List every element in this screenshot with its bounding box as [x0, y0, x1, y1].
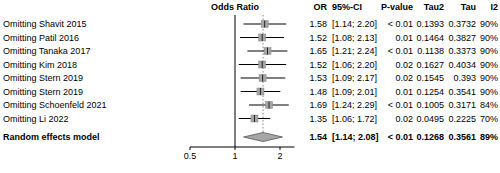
x-axis [190, 147, 294, 148]
tau2-value: 0.0495 [416, 114, 444, 124]
study-label: Omitting Stern 2019 [3, 87, 83, 97]
x-tick [280, 147, 281, 150]
column-header: Tau2 [424, 2, 444, 12]
p-value: < 0.01 [388, 132, 413, 142]
ci-value: [1.08; 2.13] [332, 33, 377, 43]
or-value: 1.58 [309, 19, 327, 29]
effect-tick [262, 61, 263, 68]
x-tick-label: 1 [232, 151, 237, 161]
effect-tick [262, 75, 263, 82]
column-header: OR [314, 2, 328, 12]
tau2-value: 0.1464 [416, 33, 444, 43]
effect-box [259, 34, 266, 41]
column-header: P-value [381, 2, 413, 12]
p-value: < 0.01 [388, 100, 413, 110]
study-label: Omitting Shavit 2015 [3, 19, 87, 29]
tau2-value: 0.1138 [417, 46, 444, 56]
or-value: 1.52 [309, 33, 327, 43]
tau-value: 0.4034 [448, 60, 476, 70]
summary-label: Random effects model [3, 132, 100, 142]
i2-value: 90% [480, 60, 498, 70]
p-value: 0.01 [395, 33, 413, 43]
ci-value: [1.14; 2.20] [332, 19, 377, 29]
ci-value: [1.06; 2.20] [332, 60, 377, 70]
x-tick-label: 0.5 [184, 151, 197, 161]
or-value: 1.35 [309, 114, 327, 124]
i2-value: 89% [480, 132, 498, 142]
tau-value: 0.3373 [448, 46, 476, 56]
effect-tick [254, 115, 255, 122]
column-header: I2 [490, 2, 498, 12]
column-header: 95%-CI [332, 2, 362, 12]
effect-tick [269, 102, 270, 109]
x-tick [190, 147, 191, 150]
tau-value: 0.3827 [448, 33, 476, 43]
ci-value: [1.09; 2.01] [332, 87, 377, 97]
i2-value: 90% [480, 73, 498, 83]
p-value: < 0.01 [388, 19, 413, 29]
p-value: 0.02 [395, 73, 413, 83]
summary-line [263, 15, 264, 132]
tau-value: 0.393 [453, 73, 476, 83]
ci-value: [1.09; 2.17] [332, 73, 377, 83]
study-label: Omitting Patil 2016 [3, 33, 79, 43]
effect-tick [267, 48, 268, 55]
tau-value: 0.3171 [448, 100, 476, 110]
i2-value: 90% [480, 33, 498, 43]
effect-box [257, 88, 264, 95]
or-value: 1.69 [309, 100, 327, 110]
study-label: Omitting Schoenfeld 2021 [3, 100, 107, 110]
effect-tick [260, 88, 261, 95]
or-value: 1.52 [309, 60, 327, 70]
i2-value: 90% [480, 46, 498, 56]
tau2-value: 0.1254 [416, 87, 444, 97]
i2-value: 70% [480, 114, 498, 124]
tau2-value: 0.1393 [416, 19, 444, 29]
i2-value: 84% [480, 100, 498, 110]
tau-value: 0.3732 [448, 19, 476, 29]
effect-box [259, 75, 266, 82]
tau2-value: 0.1268 [416, 132, 444, 142]
tau-value: 0.3541 [448, 87, 476, 97]
effect-tick [264, 21, 265, 28]
plot-area [235, 15, 289, 147]
effect-box [251, 115, 258, 122]
or-value: 1.54 [309, 132, 327, 142]
study-label: Omitting Kim 2018 [3, 60, 77, 70]
p-value: 0.02 [395, 60, 413, 70]
p-value: 0.02 [395, 114, 413, 124]
ci-value: [1.06; 1.72] [332, 114, 377, 124]
effect-box [259, 61, 266, 68]
effect-box [261, 21, 268, 28]
or-value: 1.48 [309, 87, 327, 97]
tau2-value: 0.1545 [416, 73, 444, 83]
ci-value: [1.14; 2.08] [332, 132, 379, 142]
ci-value: [1.21; 2.24] [332, 46, 377, 56]
effect-box [266, 102, 273, 109]
tau-value: 0.3561 [448, 132, 476, 142]
study-label: Omitting Stern 2019 [3, 73, 83, 83]
tau2-value: 0.1005 [416, 100, 444, 110]
study-label: Omitting Tanaka 2017 [3, 46, 90, 56]
axis-title: Odds Ratio [211, 2, 260, 12]
or-value: 1.65 [309, 46, 327, 56]
i2-value: 90% [480, 87, 498, 97]
effect-tick [262, 34, 263, 41]
reference-line [235, 15, 236, 147]
summary-diamond [244, 133, 283, 142]
x-tick [235, 147, 236, 150]
column-header: Tau [461, 2, 476, 12]
tau2-value: 0.1627 [416, 60, 444, 70]
forest-plot: Odds Ratio OR 95%-CI P-value Tau2 Tau I2 Omitti… [0, 0, 500, 173]
p-value: 0.01 [395, 87, 413, 97]
ci-value: [1.24; 2.29] [332, 100, 377, 110]
effect-box [264, 48, 271, 55]
p-value: < 0.01 [388, 46, 413, 56]
i2-value: 90% [480, 19, 498, 29]
or-value: 1.53 [309, 73, 327, 83]
study-label: Omitting Li 2022 [3, 114, 69, 124]
tau-value: 0.2225 [448, 114, 476, 124]
x-tick-label: 2 [277, 151, 282, 161]
